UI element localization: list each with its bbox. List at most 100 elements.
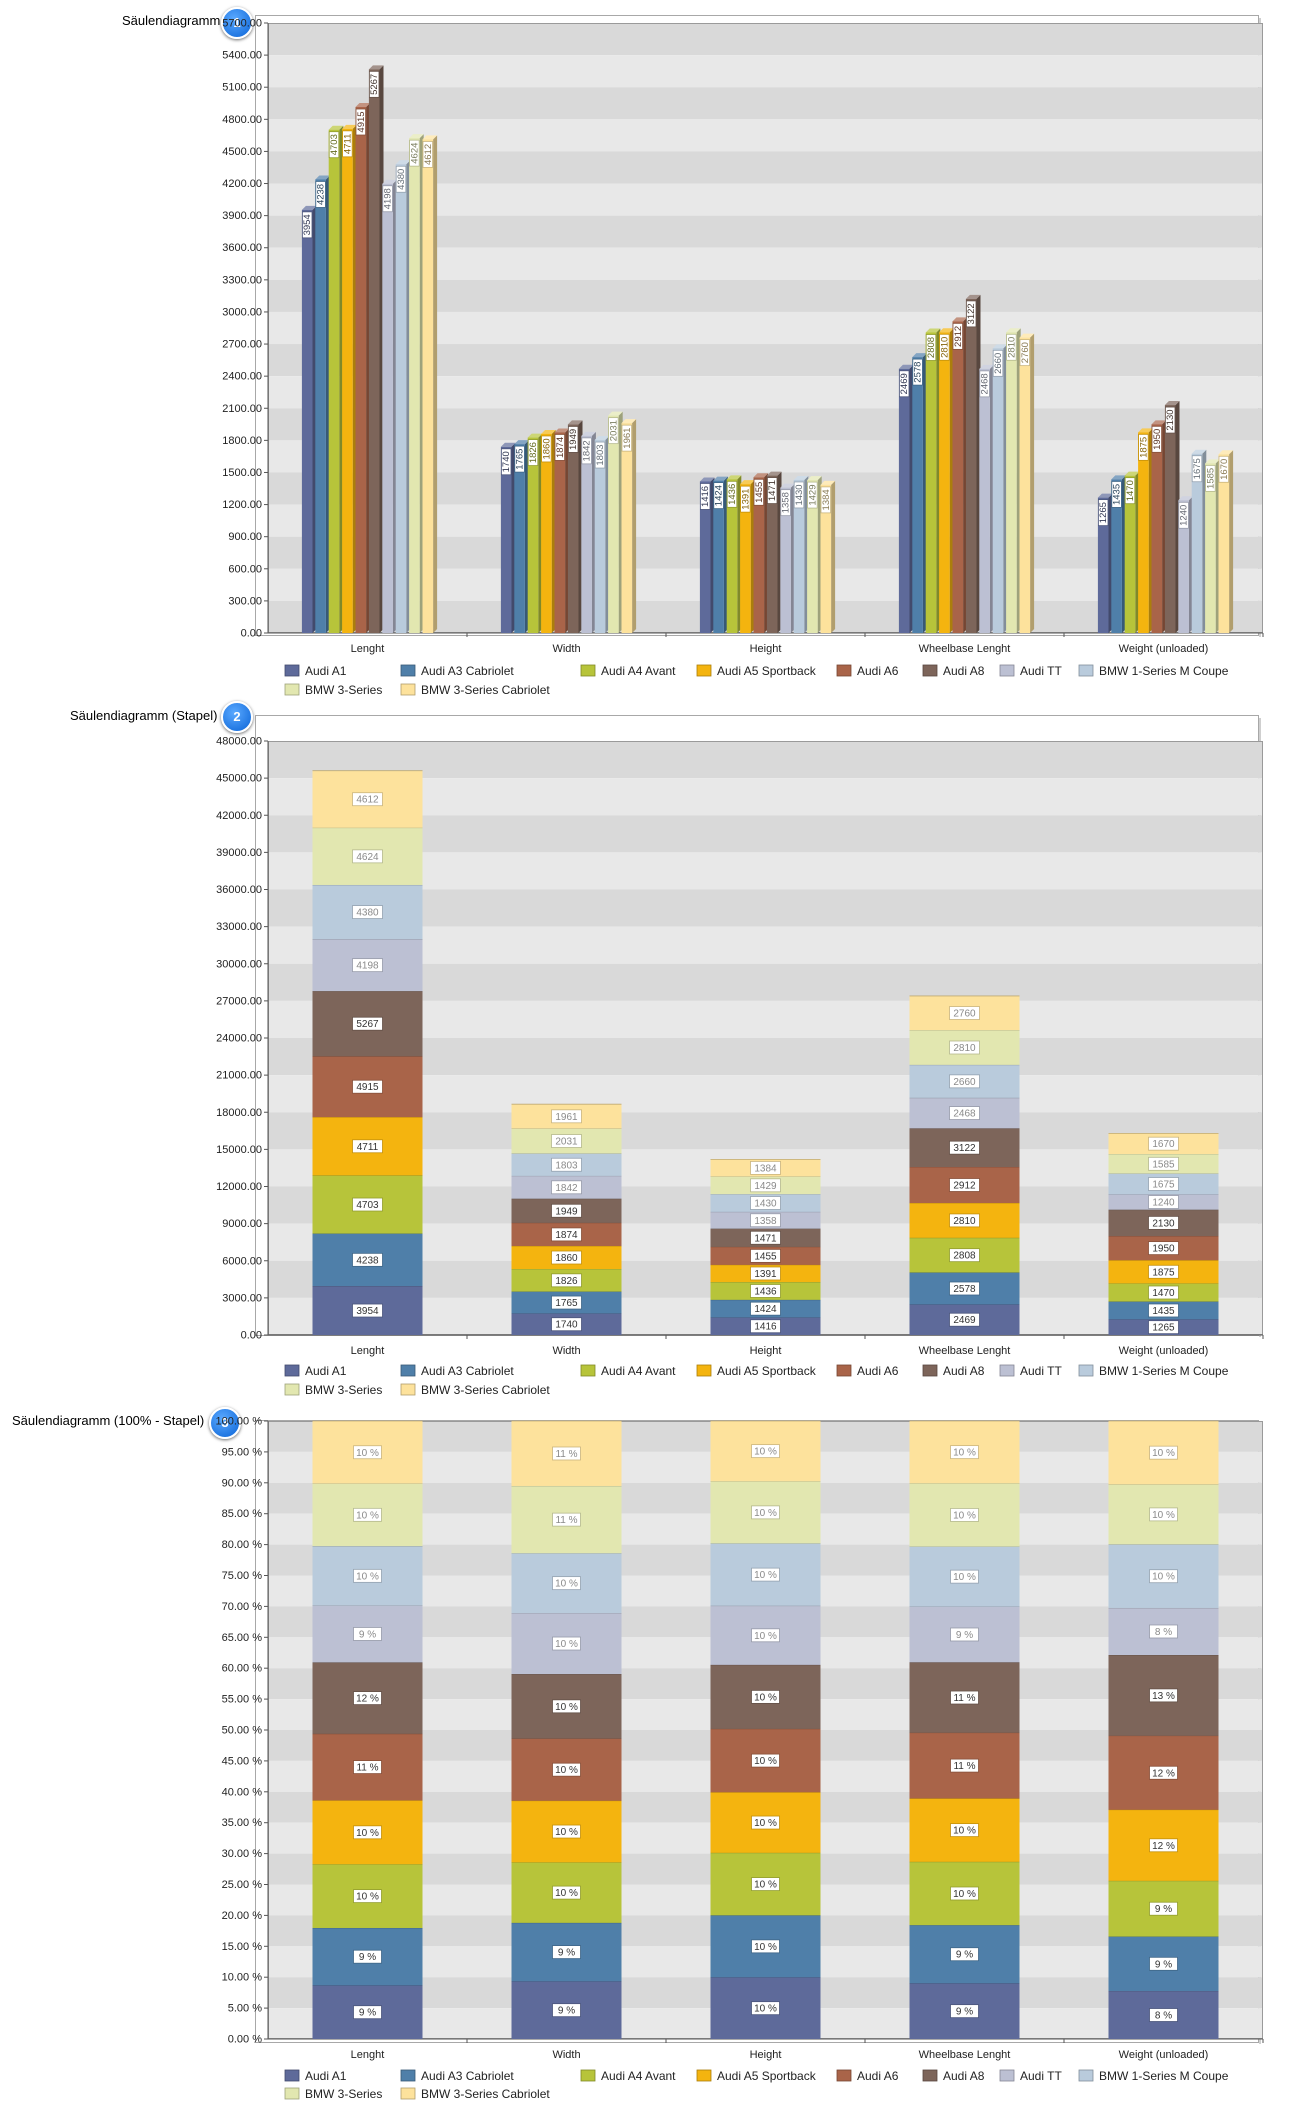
data-label-box [1148,1320,1179,1335]
bar-audi-a8 [965,298,977,633]
data-label: 1961 [622,428,633,449]
data-label: 9 % [558,2006,575,2017]
data-label: 2810 [939,337,950,358]
bar-top [939,328,954,333]
data-label: 3122 [966,303,977,324]
data-label: 9 % [1155,1904,1172,1915]
data-label: 13 % [1152,1691,1175,1702]
bar-top [1006,328,1021,333]
bar-audi-tt [979,368,990,633]
data-label: 10 % [555,1765,578,1776]
grid-band [268,926,1263,964]
data-label: 2031 [608,420,619,441]
data-label: 2130 [1165,409,1176,430]
y-tick-label: 27000.00 [216,995,262,1007]
legend-swatch [400,1364,416,1377]
data-label-box [939,333,950,361]
data-label-box [551,1295,582,1310]
data-label-box [551,1250,582,1265]
data-label: 10 % [754,1942,777,1953]
data-label-box [541,435,552,463]
x-tick-label: Lenght [351,2049,385,2061]
bar-top [567,420,583,425]
bar-top [342,124,357,129]
bar-audi-a8 [1164,405,1176,633]
grid-band [268,1000,1263,1038]
data-label: 9 % [956,2007,973,2018]
data-label: 2468 [980,373,991,394]
y-tick-label: 20.00 % [222,1910,263,1922]
legend-swatch [922,1364,938,1377]
legend-entry: Audi A6 [857,1364,899,1378]
annotation-badge-3: 3 [209,1407,241,1439]
y-tick-label: 1500.00 [222,467,262,479]
y-tick-label: 9000.00 [222,1218,262,1230]
data-label-box [1149,1445,1178,1460]
grid-band [268,889,1263,927]
y-tick-label: 15000.00 [216,1144,262,1156]
data-label-box [979,370,990,398]
bar-bmw-3-series [807,480,818,633]
bar-top [1191,449,1207,454]
bar-bmw-1-series-m-coupe [1191,453,1203,633]
bar-top [1218,450,1234,455]
y-tick-label: 25.00 % [222,1879,263,1891]
data-label: 10 % [1152,1510,1175,1521]
legend-swatch [400,683,416,696]
data-label: 2912 [953,326,964,347]
bar-bmw-3-series-cabriolet [820,484,832,633]
bar-side [632,419,637,633]
data-label-box [950,1823,979,1838]
data-label: 1860 [541,438,552,459]
annotation-label-2: Säulendiagramm (Stapel) [70,708,218,723]
legend-swatch [284,1364,300,1377]
annotation-badge-2: 2 [221,701,253,733]
data-label-box [352,1303,383,1318]
bar-audi-a1 [699,481,711,633]
data-label-box [1019,339,1031,367]
x-tick-label: Lenght [351,643,385,655]
data-label: 4380 [356,908,379,919]
data-label: 1430 [794,484,805,505]
bar-audi-tt [581,435,592,633]
data-label: 10 % [1152,1572,1175,1583]
data-label-box [352,1079,383,1094]
data-label-box [514,445,525,473]
data-label-box [1148,1156,1179,1171]
data-label-box [1098,499,1109,527]
data-label: 1391 [740,489,751,510]
bar-top [621,419,637,424]
data-label: 10 % [555,1579,578,1590]
y-tick-label: 10.00 % [222,1972,263,1984]
y-tick-label: 75.00 % [222,1570,263,1582]
data-label-box [1191,455,1203,483]
bar-top [820,480,836,485]
y-tick-label: 900.00 [228,531,262,543]
legend-entry: BMW 1-Series M Coupe [1099,664,1229,678]
data-label-box [750,1301,781,1316]
data-label-box [899,370,910,398]
y-tick-label: 35.00 % [222,1817,263,1829]
legend-swatch [284,683,300,696]
grid-band [268,1038,1263,1076]
bar-audi-a4-avant [925,332,937,633]
data-label: 10 % [953,1826,976,1837]
bar-top [713,476,728,481]
data-label-box [1149,1838,1178,1853]
data-label-box [527,439,539,466]
data-label: 2810 [953,1216,976,1227]
data-label: 11 % [555,1515,577,1526]
y-tick-label: 600.00 [228,563,262,575]
data-label-box [1148,1177,1179,1191]
data-label-box [950,1508,979,1522]
data-label-box [552,1446,581,1461]
data-label-box [1149,2008,1178,2022]
bar-top [315,175,330,180]
y-tick-label: 50.00 % [222,1725,263,1737]
bar-bmw-1-series-m-coupe [395,164,407,633]
data-label-box [1006,333,1017,361]
data-label: 1670 [1152,1139,1175,1150]
y-tick-label: 1800.00 [222,435,262,447]
data-label: 1803 [555,1160,578,1171]
data-label: 1358 [754,1216,777,1227]
